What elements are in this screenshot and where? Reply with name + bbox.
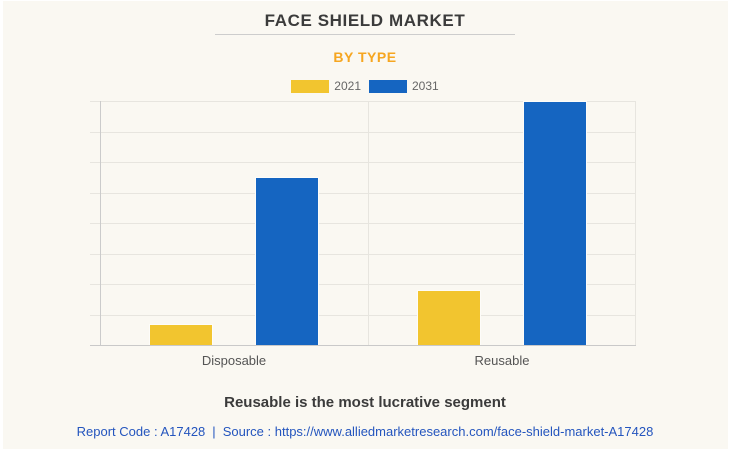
separator-pipe: |: [212, 424, 216, 439]
category-group-reusable: [368, 101, 636, 345]
chart-subtitle: BY TYPE: [333, 49, 397, 65]
legend-swatch-2021: [291, 79, 330, 93]
plot-area: [90, 101, 636, 346]
chart-background: [3, 1, 728, 449]
legend-item-2031[interactable]: 2031: [369, 79, 439, 93]
x-axis-label-reusable: Reusable: [474, 353, 530, 368]
bars-area: [100, 101, 636, 345]
y-gridline: [90, 284, 636, 285]
source-prefix: Source :: [222, 424, 272, 439]
report-code: Report Code : A17428: [76, 424, 206, 439]
legend: 2021 2031: [0, 79, 730, 93]
y-gridline: [90, 223, 636, 224]
category-group-disposable: [100, 101, 368, 345]
y-axis-line: [100, 101, 101, 345]
y-gridline: [90, 253, 636, 255]
y-gridline: [90, 314, 636, 316]
bar-disposable-2021[interactable]: [149, 323, 213, 345]
y-gridline: [90, 192, 636, 194]
legend-label-2021: 2021: [334, 79, 361, 93]
source-url-link[interactable]: https://www.alliedmarketresearch.com/fac…: [274, 424, 654, 439]
footer-highlight: Reusable is the most lucrative segment: [224, 394, 506, 411]
legend-label-2031: 2031: [412, 79, 439, 93]
bar-reusable-2021[interactable]: [417, 290, 481, 345]
legend-swatch-2031: [369, 79, 407, 93]
title-divider: [215, 34, 515, 35]
x-axis-label-disposable: Disposable: [201, 353, 267, 368]
report-source-line: Report Code : A17428 | Source : https://ww…: [0, 424, 730, 439]
legend-item-2021[interactable]: 2021: [291, 79, 361, 93]
bar-reusable-2031[interactable]: [523, 101, 587, 345]
category-separator-line: [368, 101, 369, 345]
y-gridline: [90, 131, 636, 133]
plot-right-border: [635, 101, 636, 345]
x-axis-labels: Disposable Reusable: [100, 353, 636, 368]
page-title: FACE SHIELD MARKET: [264, 11, 466, 30]
bar-disposable-2031[interactable]: [255, 177, 319, 345]
y-gridline: [90, 101, 636, 102]
y-gridline: [90, 162, 636, 163]
